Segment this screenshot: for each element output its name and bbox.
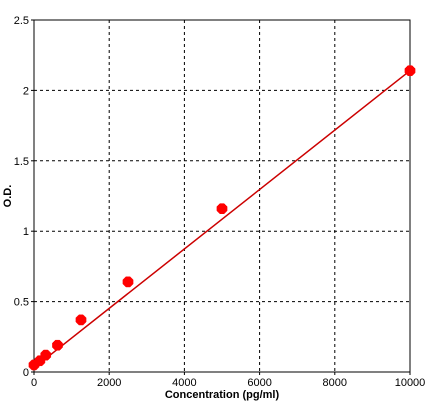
y-axis-title: O.D.: [2, 185, 14, 208]
y-tick-label: 1.5: [14, 156, 29, 168]
x-axis-title: Concentration (pg/ml): [165, 389, 280, 401]
y-axis-ticks: 0 0.5 1 1.5 2 2.5: [14, 15, 34, 379]
data-point: [75, 314, 87, 326]
y-tick-label: 0.5: [14, 297, 29, 309]
data-point: [52, 339, 63, 351]
x-tick-label: 2000: [97, 377, 121, 389]
x-tick-label: 4000: [172, 377, 196, 389]
x-tick-label: 6000: [247, 377, 271, 389]
x-tick-label: 8000: [323, 377, 347, 389]
data-point: [404, 65, 416, 77]
x-axis-ticks: 0 2000 4000 6000 8000 10000: [31, 372, 425, 389]
data-points-group: [28, 65, 416, 371]
fit-line-group: [33, 70, 411, 369]
plot-area-frame: [33, 19, 411, 373]
y-tick-label: 2.5: [14, 15, 29, 27]
data-point: [40, 349, 52, 361]
x-tick-label: 10000: [395, 377, 426, 389]
y-tick-label: 1: [23, 226, 29, 238]
y-tick-label: 2: [23, 85, 29, 97]
y-tick-label: 0: [23, 367, 29, 379]
data-point: [122, 276, 134, 288]
fit-line: [33, 70, 411, 369]
data-point: [216, 203, 228, 214]
grid-lines: [34, 20, 410, 372]
x-tick-label: 0: [31, 377, 37, 389]
